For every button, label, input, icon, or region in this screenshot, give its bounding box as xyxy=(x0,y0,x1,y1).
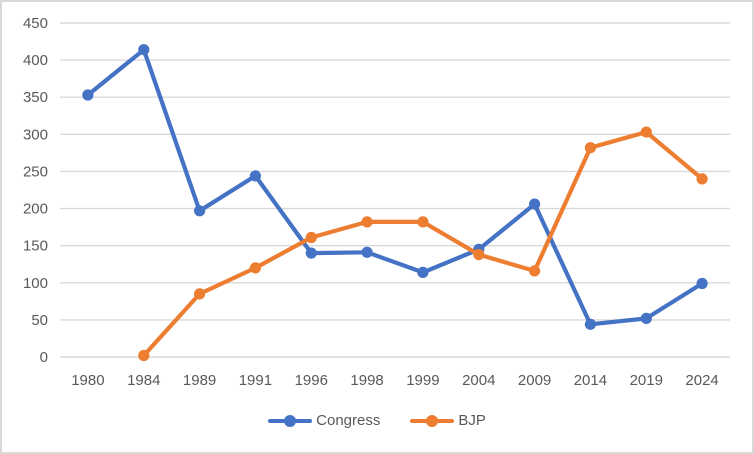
y-tick-label: 0 xyxy=(40,349,48,366)
data-point xyxy=(696,277,708,290)
chart-legend: Congress BJP xyxy=(2,412,752,429)
x-tick-label: 1996 xyxy=(295,372,328,389)
x-tick-label: 1998 xyxy=(350,372,383,389)
y-tick-label: 250 xyxy=(23,163,48,180)
data-point xyxy=(584,142,597,154)
y-tick-label: 150 xyxy=(23,238,48,255)
data-point xyxy=(361,216,373,228)
x-tick-label: 2024 xyxy=(685,372,718,389)
congress-line-marker-icon xyxy=(268,414,313,427)
data-point xyxy=(138,349,150,362)
legend-item-bjp: BJP xyxy=(410,412,486,429)
legend-item-congress: Congress xyxy=(268,412,380,429)
data-point xyxy=(473,249,485,261)
data-point xyxy=(640,126,652,138)
data-point xyxy=(194,288,206,300)
data-point xyxy=(529,198,541,210)
x-tick-label: 2019 xyxy=(630,372,663,389)
data-point xyxy=(361,246,373,258)
data-point xyxy=(249,170,261,182)
data-point xyxy=(417,216,429,228)
data-point xyxy=(529,265,541,277)
series-congress xyxy=(82,44,708,330)
data-point xyxy=(249,262,261,274)
y-tick-label: 450 xyxy=(23,15,48,32)
x-tick-label: 2004 xyxy=(462,372,495,389)
y-tick-label: 100 xyxy=(23,275,48,292)
y-tick-label: 350 xyxy=(23,89,48,106)
bjp-line-marker-icon xyxy=(410,414,455,427)
x-tick-label: 2014 xyxy=(574,372,607,389)
data-point xyxy=(82,89,94,101)
x-tick-label: 1984 xyxy=(127,372,160,389)
x-tick-label: 2009 xyxy=(518,372,551,389)
y-tick-label: 300 xyxy=(23,126,48,143)
gridlines xyxy=(60,22,730,358)
y-tick-label: 50 xyxy=(31,312,48,329)
y-axis-labels: 0 50 100 150 200 250 300 350 400 450 xyxy=(23,15,48,366)
series-line xyxy=(85,47,705,327)
y-tick-label: 400 xyxy=(23,52,48,69)
data-point xyxy=(640,312,652,324)
x-tick-label: 1989 xyxy=(183,372,216,389)
legend-label-bjp: BJP xyxy=(458,412,486,429)
data-point xyxy=(305,247,317,259)
legend-label-congress: Congress xyxy=(316,412,381,429)
data-point xyxy=(584,318,597,330)
data-point xyxy=(305,231,317,244)
data-point xyxy=(696,173,708,185)
y-tick-label: 200 xyxy=(23,201,48,218)
x-tick-label: 1991 xyxy=(239,372,272,389)
data-point xyxy=(194,205,206,217)
series-bjp xyxy=(138,126,708,362)
x-tick-label: 1999 xyxy=(406,372,439,389)
x-tick-label: 1980 xyxy=(71,372,104,389)
data-point xyxy=(138,44,150,56)
x-axis-labels: 1980 1984 1989 1991 1996 1998 1999 2004 2009 2014… xyxy=(71,372,719,389)
data-point xyxy=(417,266,429,278)
